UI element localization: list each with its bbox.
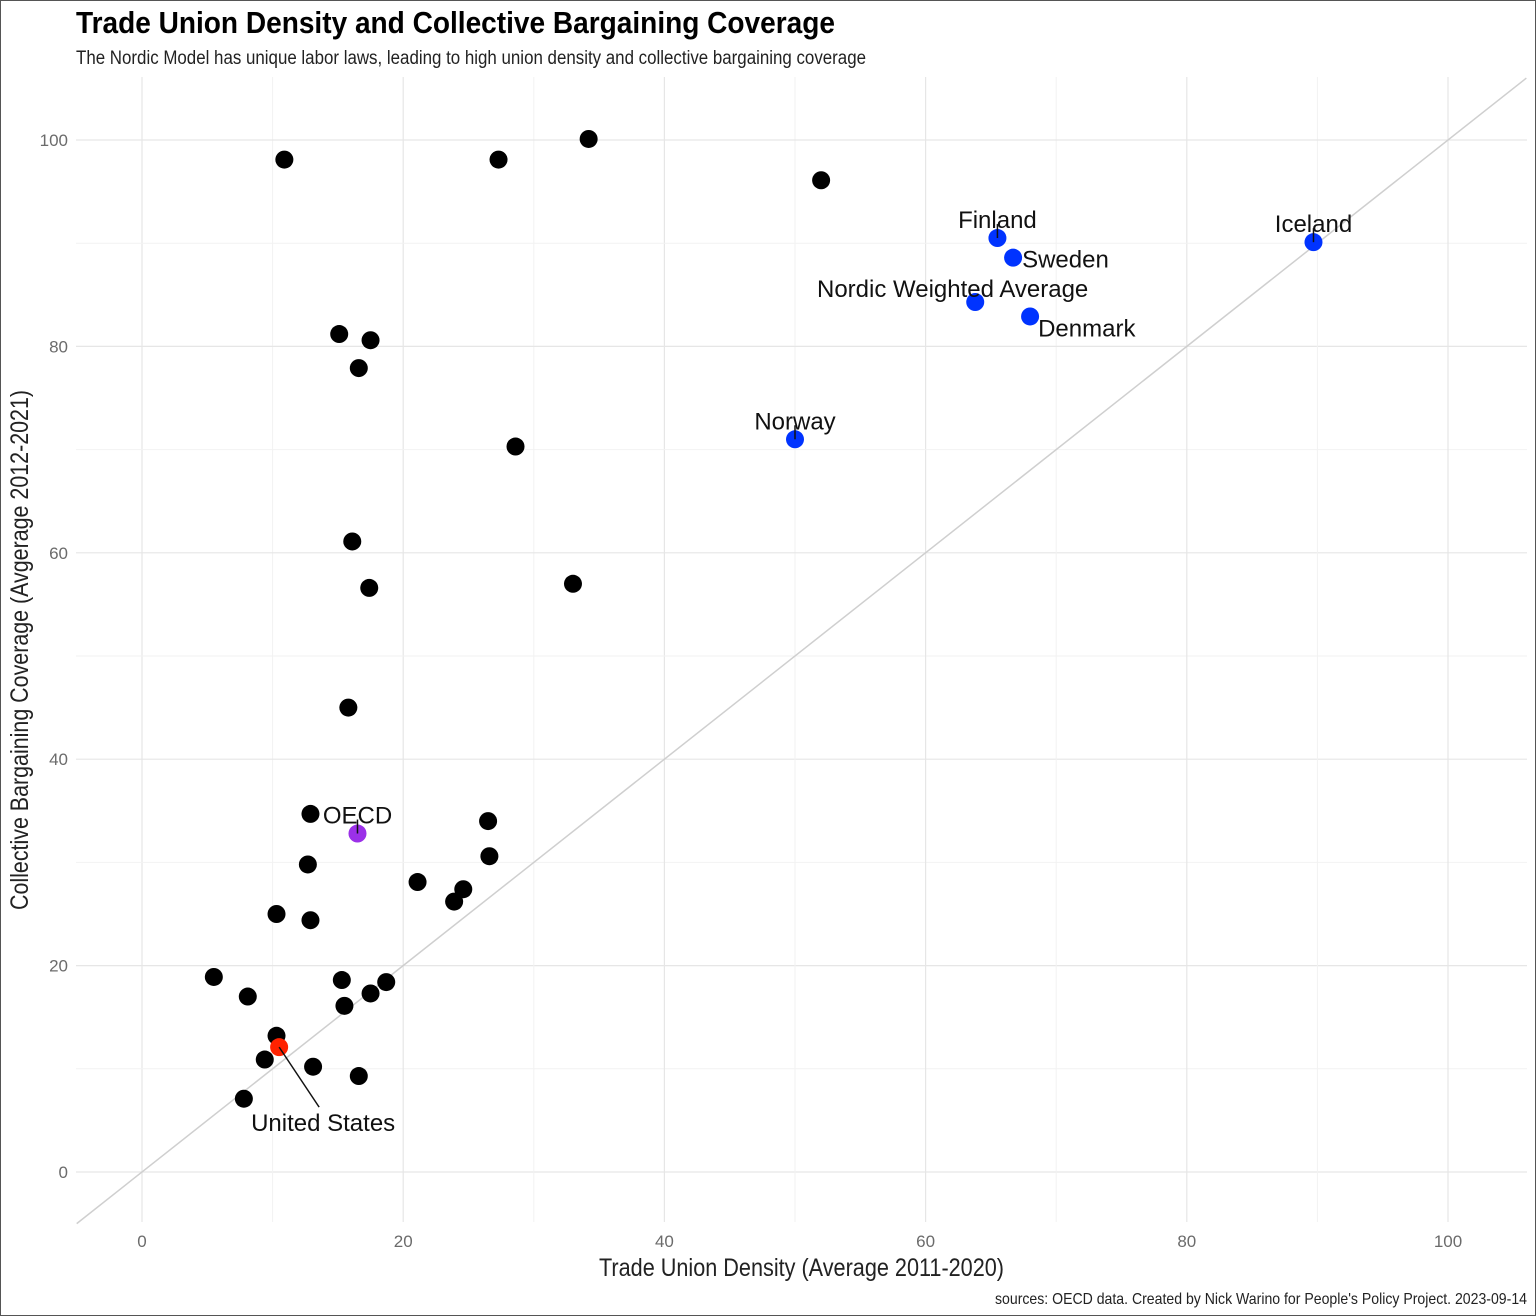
y-tick-label: 20 bbox=[49, 957, 68, 976]
data-point bbox=[479, 812, 498, 831]
y-tick-label: 80 bbox=[49, 337, 68, 356]
data-point bbox=[480, 847, 499, 866]
point-label: Norway bbox=[754, 408, 835, 435]
axis-ticks: 0 20 40 60 80 100 0 20 40 60 80 100 bbox=[40, 131, 1463, 1251]
data-point bbox=[255, 1050, 274, 1069]
data-point-denmark bbox=[1021, 307, 1040, 326]
data-point bbox=[238, 987, 257, 1006]
x-tick-label: 80 bbox=[1177, 1232, 1196, 1251]
data-point bbox=[330, 325, 349, 344]
data-point bbox=[301, 911, 320, 930]
data-point bbox=[377, 973, 396, 992]
point-label: Iceland bbox=[1275, 211, 1352, 238]
data-point bbox=[335, 996, 354, 1015]
data-point bbox=[506, 437, 525, 456]
point-label: OECD bbox=[323, 803, 392, 830]
data-point bbox=[361, 331, 380, 350]
data-point bbox=[349, 1067, 368, 1086]
point-label: Denmark bbox=[1038, 315, 1136, 342]
data-point bbox=[349, 359, 368, 378]
point-label: Nordic Weighted Average bbox=[817, 276, 1088, 303]
data-point bbox=[361, 984, 380, 1003]
point-label: Finland bbox=[958, 207, 1037, 234]
point-label: United States bbox=[251, 1110, 395, 1137]
data-point bbox=[343, 532, 362, 551]
data-point-nordic-weighted-average bbox=[966, 293, 985, 312]
data-point bbox=[408, 873, 427, 892]
y-tick-label: 60 bbox=[49, 544, 68, 563]
data-point bbox=[267, 905, 286, 923]
data-point bbox=[298, 855, 317, 874]
data-point bbox=[339, 698, 358, 717]
point-label: Sweden bbox=[1022, 247, 1109, 274]
data-point bbox=[445, 892, 464, 911]
data-point bbox=[563, 574, 582, 593]
x-axis-label: Trade Union Density (Average 2011-2020) bbox=[599, 1254, 1004, 1282]
reference-line-y-equals-x bbox=[76, 77, 1527, 1225]
y-axis-label: Collective Bargaining Coverage (Avgerage… bbox=[6, 390, 34, 910]
data-point bbox=[304, 1057, 323, 1076]
data-point bbox=[204, 967, 223, 986]
data-point bbox=[360, 578, 379, 597]
data-point bbox=[275, 150, 294, 169]
data-point-sweden bbox=[1004, 248, 1023, 267]
y-tick-label: 40 bbox=[49, 750, 68, 769]
y-tick-label: 100 bbox=[40, 131, 68, 150]
data-point bbox=[301, 804, 320, 823]
data-points bbox=[204, 129, 1323, 1108]
x-tick-label: 20 bbox=[394, 1232, 413, 1251]
x-tick-label: 40 bbox=[655, 1232, 674, 1251]
data-point bbox=[234, 1089, 253, 1108]
data-point bbox=[489, 150, 508, 169]
data-point bbox=[454, 880, 473, 899]
grid bbox=[76, 77, 1527, 1222]
data-point bbox=[332, 971, 351, 990]
chart-subtitle: The Nordic Model has unique labor laws, … bbox=[76, 48, 866, 69]
chart-title: Trade Union Density and Collective Barga… bbox=[76, 5, 835, 40]
y-tick-label: 0 bbox=[59, 1163, 68, 1182]
x-tick-label: 0 bbox=[137, 1232, 146, 1251]
data-point bbox=[579, 129, 598, 148]
x-tick-label: 100 bbox=[1434, 1232, 1462, 1251]
label-leader-line bbox=[278, 1046, 320, 1108]
data-point bbox=[812, 171, 831, 190]
x-tick-label: 60 bbox=[916, 1232, 935, 1251]
caption: sources: OECD data. Created by Nick Wari… bbox=[995, 1291, 1527, 1308]
